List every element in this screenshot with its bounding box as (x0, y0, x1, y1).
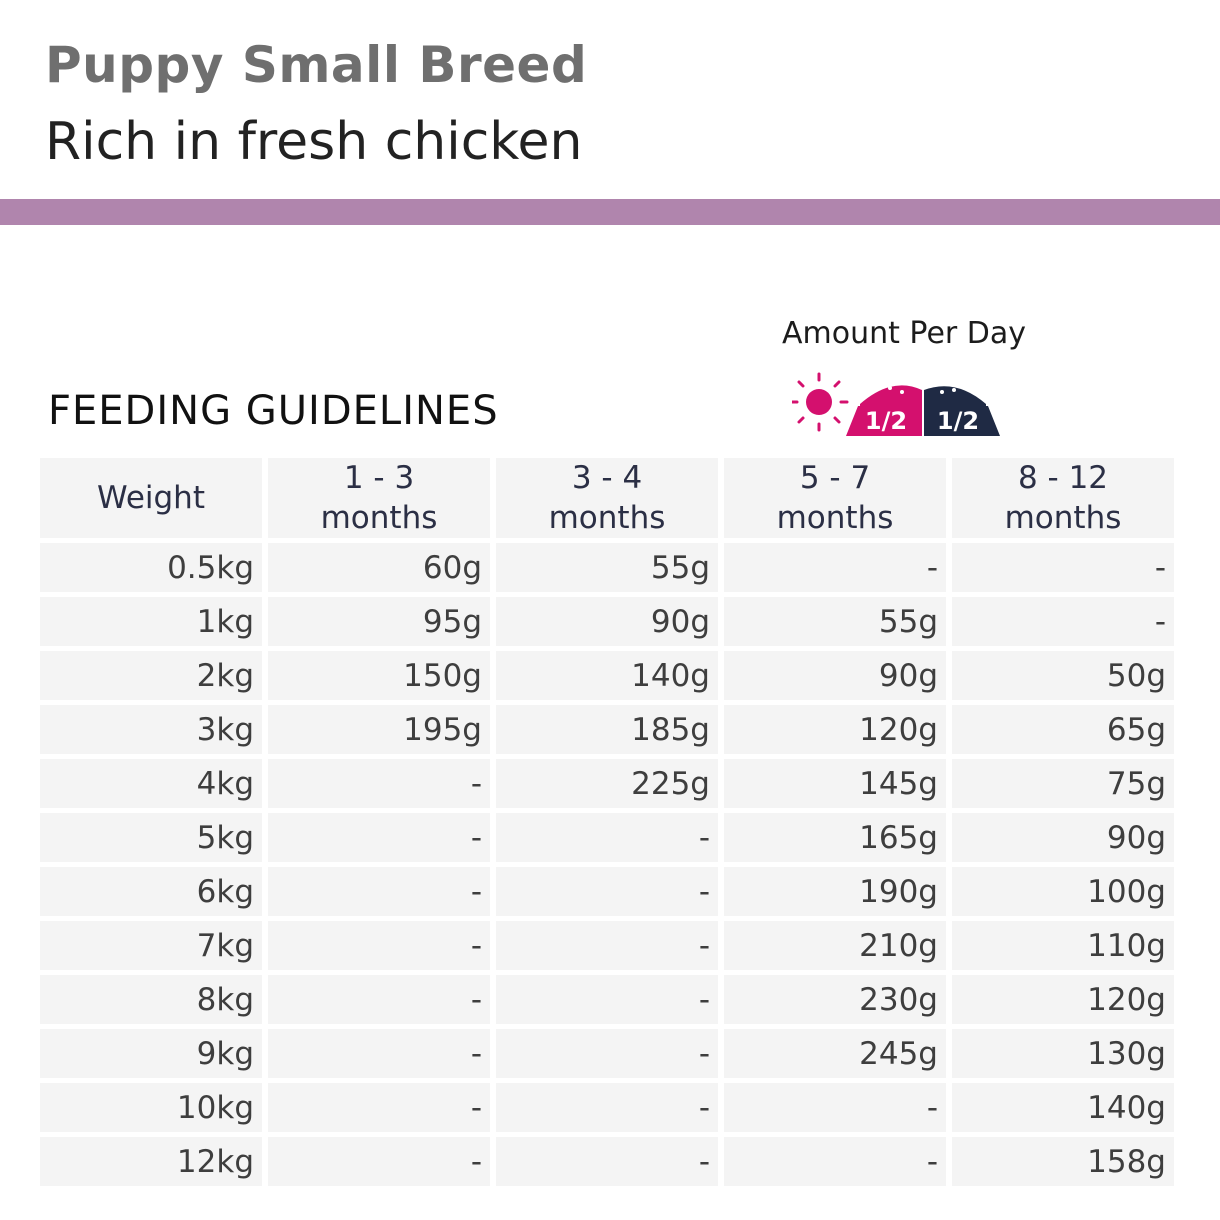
amount-per-day-label: Amount Per Day (782, 316, 1027, 351)
product-title: Puppy Small Breed (45, 36, 588, 94)
amount-cell: - (724, 1083, 946, 1132)
amount-cell: 120g (952, 975, 1174, 1024)
weight-cell: 6kg (40, 867, 262, 916)
amount-cell: - (268, 1137, 490, 1186)
bowl-morning-half: 1/2 (846, 385, 922, 436)
amount-cell: 90g (952, 813, 1174, 862)
amount-cell: 55g (496, 543, 718, 592)
amount-cell: 140g (496, 651, 718, 700)
amount-cell: 190g (724, 867, 946, 916)
amount-cell: - (268, 1083, 490, 1132)
amount-cell: - (496, 1083, 718, 1132)
amount-cell: 245g (724, 1029, 946, 1078)
crescent-moon-icon (1005, 382, 1028, 419)
weight-cell: 8kg (40, 975, 262, 1024)
sun-icon (792, 372, 849, 432)
amount-cell: 100g (952, 867, 1174, 916)
amount-cell: - (268, 759, 490, 808)
feeding-guidelines-heading: FEEDING GUIDELINES (48, 388, 499, 434)
amount-cell: 195g (268, 705, 490, 754)
evening-portion-text: 1/2 (937, 407, 979, 435)
amount-cell: 75g (952, 759, 1174, 808)
amount-cell: 50g (952, 651, 1174, 700)
amount-cell: - (496, 867, 718, 916)
feeding-split-icon: 1/2 1/2 (792, 372, 1028, 436)
table-header-age-col: 1 - 3 months (268, 458, 490, 538)
amount-cell: - (496, 813, 718, 862)
amount-cell: 225g (496, 759, 718, 808)
amount-cell: - (952, 543, 1174, 592)
table-header-weight: Weight (40, 458, 262, 538)
amount-cell: - (268, 921, 490, 970)
amount-cell: 110g (952, 921, 1174, 970)
amount-cell: - (268, 867, 490, 916)
bowl-evening-half: 1/2 (924, 386, 1000, 436)
amount-cell: 150g (268, 651, 490, 700)
amount-cell: 185g (496, 705, 718, 754)
amount-cell: 120g (724, 705, 946, 754)
amount-cell: 230g (724, 975, 946, 1024)
amount-cell: - (952, 597, 1174, 646)
amount-cell: 55g (724, 597, 946, 646)
amount-cell: - (268, 813, 490, 862)
amount-cell: 140g (952, 1083, 1174, 1132)
amount-cell: - (268, 975, 490, 1024)
table-header-age-col: 8 - 12 months (952, 458, 1174, 538)
weight-cell: 5kg (40, 813, 262, 862)
amount-cell: 95g (268, 597, 490, 646)
amount-cell: 60g (268, 543, 490, 592)
amount-cell: - (496, 921, 718, 970)
amount-cell: - (724, 543, 946, 592)
weight-cell: 3kg (40, 705, 262, 754)
weight-cell: 0.5kg (40, 543, 262, 592)
weight-cell: 2kg (40, 651, 262, 700)
amount-cell: 130g (952, 1029, 1174, 1078)
amount-cell: 158g (952, 1137, 1174, 1186)
weight-cell: 10kg (40, 1083, 262, 1132)
amount-cell: - (496, 1029, 718, 1078)
amount-cell: - (724, 1137, 946, 1186)
feeding-table: Weight 1 - 3 months 3 - 4 months 5 - 7 m… (40, 458, 1174, 1186)
amount-cell: 90g (496, 597, 718, 646)
amount-cell: - (268, 1029, 490, 1078)
amount-cell: 165g (724, 813, 946, 862)
weight-cell: 9kg (40, 1029, 262, 1078)
weight-cell: 1kg (40, 597, 262, 646)
amount-cell: 145g (724, 759, 946, 808)
amount-cell: - (496, 1137, 718, 1186)
table-header-age-col: 5 - 7 months (724, 458, 946, 538)
weight-cell: 4kg (40, 759, 262, 808)
weight-cell: 7kg (40, 921, 262, 970)
amount-cell: 65g (952, 705, 1174, 754)
amount-cell: 90g (724, 651, 946, 700)
weight-cell: 12kg (40, 1137, 262, 1186)
morning-portion-text: 1/2 (865, 407, 907, 435)
product-subtitle: Rich in fresh chicken (45, 112, 583, 172)
accent-band (0, 199, 1220, 225)
amount-cell: - (496, 975, 718, 1024)
amount-cell: 210g (724, 921, 946, 970)
table-header-age-col: 3 - 4 months (496, 458, 718, 538)
